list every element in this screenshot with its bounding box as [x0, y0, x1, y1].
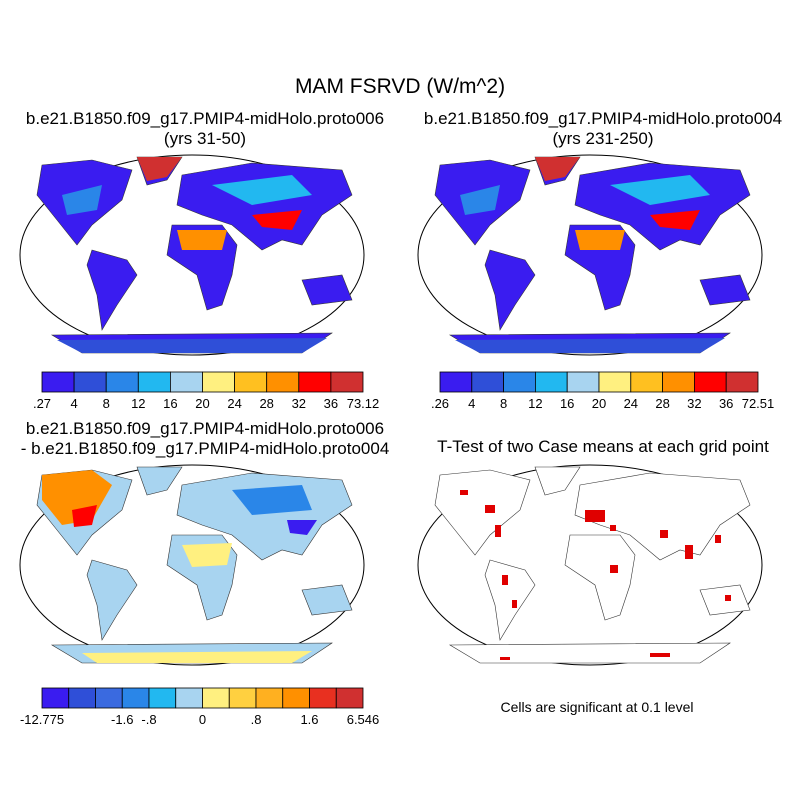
colorbar-box	[282, 687, 310, 709]
colorbar-box	[137, 371, 171, 393]
map	[19, 154, 365, 356]
colorbar-label: 36	[719, 396, 733, 411]
panel-title: - b.e21.B1850.f09_g17.PMIP4-midHolo.prot…	[21, 439, 390, 458]
panel-title: (yrs 31-50)	[164, 129, 246, 148]
colorbar-box	[234, 371, 268, 393]
colorbar-label: 28	[655, 396, 669, 411]
colorbar-box	[662, 371, 695, 393]
colorbar-label: 36	[324, 396, 338, 411]
colorbar-label: 8	[103, 396, 110, 411]
colorbar-label: 24	[227, 396, 241, 411]
colorbar-box	[95, 687, 123, 709]
map	[417, 154, 763, 356]
colorbar-label: 32	[687, 396, 701, 411]
colorbar-label: 1.6	[300, 712, 318, 727]
colorbar-box	[169, 371, 203, 393]
colorbar-box	[121, 687, 150, 709]
colorbar-label: 8	[500, 396, 507, 411]
colorbar-box	[266, 371, 300, 393]
colorbar-box	[309, 687, 337, 709]
colorbar-box	[255, 687, 284, 709]
colorbar-label: -.8	[141, 712, 156, 727]
colorbar-label: 16	[163, 396, 177, 411]
colorbar-box	[73, 371, 107, 393]
colorbar-label: 12	[528, 396, 542, 411]
colorbar-box	[175, 687, 203, 709]
map	[417, 464, 763, 666]
colorbar-label: 28	[259, 396, 273, 411]
colorbar-label: 4	[70, 396, 77, 411]
colorbar-box	[694, 371, 727, 393]
colorbar-box	[298, 371, 332, 393]
colorbar-box	[330, 371, 364, 393]
colorbar-label: .26	[431, 396, 449, 411]
colorbar-box	[68, 687, 96, 709]
colorbar-label: 73.12	[347, 396, 380, 411]
colorbar-box	[41, 687, 70, 709]
colorbar-box	[630, 371, 663, 393]
colorbar-box	[566, 371, 600, 393]
panel-title: b.e21.B1850.f09_g17.PMIP4-midHolo.proto0…	[424, 109, 782, 128]
colorbar-box	[503, 371, 536, 393]
colorbar-label: 16	[560, 396, 574, 411]
map	[19, 464, 365, 666]
colorbar-box	[228, 687, 257, 709]
colorbar-label: -1.6	[111, 712, 133, 727]
colorbar-box	[535, 371, 568, 393]
colorbar-box	[439, 371, 473, 393]
colorbar-label: 0	[199, 712, 206, 727]
colorbar-label: 20	[195, 396, 209, 411]
colorbar-box	[202, 687, 230, 709]
colorbar-box	[148, 687, 177, 709]
footnote: Cells are significant at 0.1 level	[501, 699, 694, 715]
colorbar-box	[725, 371, 759, 393]
colorbar-label: -12.775	[20, 712, 64, 727]
colorbar-label: .27	[33, 396, 51, 411]
colorbar-label: 20	[592, 396, 606, 411]
colorbar-label: 72.51	[742, 396, 775, 411]
colorbar-label: 4	[468, 396, 475, 411]
colorbar-box	[41, 371, 75, 393]
colorbar-box	[335, 687, 364, 709]
colorbar-box	[598, 371, 632, 393]
panel-title: b.e21.B1850.f09_g17.PMIP4-midHolo.proto0…	[26, 109, 384, 128]
colorbar-label: .8	[251, 712, 262, 727]
panel-title: b.e21.B1850.f09_g17.PMIP4-midHolo.proto0…	[26, 419, 384, 438]
colorbar-box	[202, 371, 235, 393]
colorbar-label: 12	[131, 396, 145, 411]
figure-title: MAM FSRVD (W/m^2)	[295, 75, 505, 98]
colorbar-label: 24	[624, 396, 638, 411]
panel-title: T-Test of two Case means at each grid po…	[437, 437, 769, 456]
colorbar-label: 32	[292, 396, 306, 411]
colorbar-label: 6.546	[347, 712, 380, 727]
panel-title: (yrs 231-250)	[552, 129, 653, 148]
colorbar-box	[105, 371, 139, 393]
colorbar-box	[471, 371, 504, 393]
